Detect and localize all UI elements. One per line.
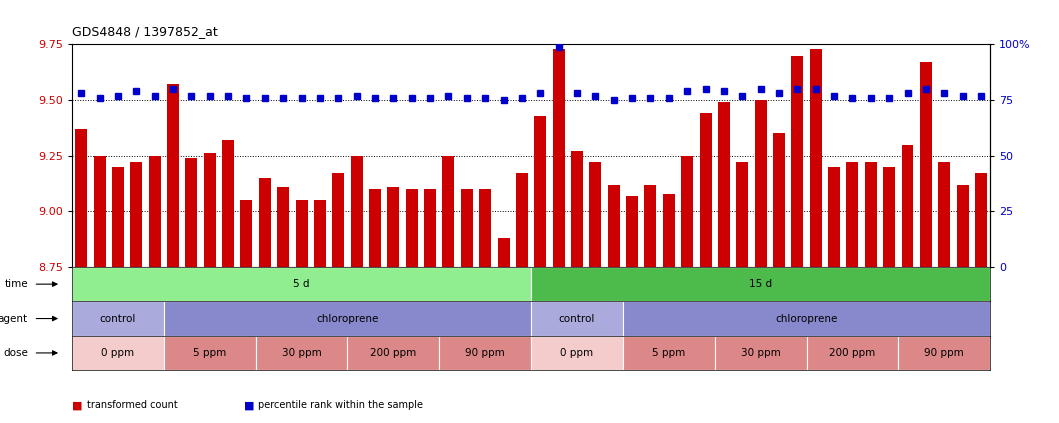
Bar (681, 156, 694, 267)
Text: control: control (559, 313, 595, 324)
Bar (571, 151, 582, 267)
Bar (901, 145, 914, 267)
Text: ■: ■ (244, 400, 254, 410)
Bar (626, 196, 639, 267)
Bar (956, 184, 969, 267)
Bar (72, 301, 164, 336)
Bar (277, 187, 289, 267)
Bar (388, 187, 399, 267)
Bar (130, 162, 142, 267)
Text: 30 ppm: 30 ppm (740, 348, 780, 358)
Bar (645, 184, 657, 267)
Bar (164, 336, 255, 370)
Bar (590, 162, 602, 267)
Bar (93, 156, 106, 267)
Bar (531, 336, 623, 370)
Bar (755, 100, 767, 267)
Text: GDS4848 / 1397852_at: GDS4848 / 1397852_at (72, 25, 218, 38)
Bar (480, 189, 491, 267)
Bar (865, 162, 877, 267)
Bar (313, 200, 326, 267)
Bar (439, 336, 532, 370)
Bar (461, 189, 472, 267)
Text: ■: ■ (72, 400, 83, 410)
Text: agent: agent (0, 313, 28, 324)
Bar (608, 184, 620, 267)
Bar (715, 336, 807, 370)
Bar (75, 129, 87, 267)
Bar (295, 200, 307, 267)
Bar (347, 336, 439, 370)
Bar (718, 102, 730, 267)
Text: 5 ppm: 5 ppm (193, 348, 227, 358)
Bar (535, 115, 546, 267)
Bar (846, 162, 859, 267)
Bar (810, 49, 822, 267)
Bar (791, 55, 804, 267)
Text: transformed count: transformed count (87, 400, 178, 410)
Bar (498, 238, 509, 267)
Bar (185, 158, 197, 267)
Text: 5 d: 5 d (293, 279, 310, 289)
Bar (663, 193, 675, 267)
Bar (828, 167, 840, 267)
Text: 5 ppm: 5 ppm (652, 348, 685, 358)
Bar (112, 167, 124, 267)
Bar (424, 189, 436, 267)
Text: 200 ppm: 200 ppm (371, 348, 416, 358)
Bar (255, 336, 347, 370)
Bar (240, 200, 252, 267)
Text: percentile rank within the sample: percentile rank within the sample (258, 400, 424, 410)
Bar (72, 267, 532, 301)
Text: 0 ppm: 0 ppm (560, 348, 593, 358)
Bar (553, 49, 564, 267)
Bar (258, 178, 271, 267)
Bar (516, 173, 527, 267)
Text: 90 ppm: 90 ppm (465, 348, 505, 358)
Bar (203, 154, 216, 267)
Bar (938, 162, 950, 267)
Text: chloroprene: chloroprene (775, 313, 838, 324)
Bar (975, 173, 987, 267)
Bar (351, 156, 362, 267)
Text: 90 ppm: 90 ppm (925, 348, 964, 358)
Bar (623, 301, 990, 336)
Bar (164, 301, 532, 336)
Bar (773, 133, 785, 267)
Text: 200 ppm: 200 ppm (829, 348, 876, 358)
Bar (700, 113, 712, 267)
Bar (148, 156, 161, 267)
Text: 0 ppm: 0 ppm (102, 348, 134, 358)
Bar (623, 336, 715, 370)
Bar (406, 189, 417, 267)
Bar (222, 140, 234, 267)
Text: 30 ppm: 30 ppm (282, 348, 322, 358)
Bar (443, 156, 454, 267)
Bar (807, 336, 898, 370)
Text: time: time (4, 279, 28, 289)
Bar (72, 336, 164, 370)
Bar (333, 173, 344, 267)
Bar (883, 167, 895, 267)
Bar (920, 62, 932, 267)
Bar (167, 85, 179, 267)
Text: chloroprene: chloroprene (317, 313, 379, 324)
Bar (531, 267, 990, 301)
Bar (531, 301, 623, 336)
Bar (369, 189, 381, 267)
Text: control: control (100, 313, 137, 324)
Bar (898, 336, 990, 370)
Bar (736, 162, 749, 267)
Text: 15 d: 15 d (749, 279, 772, 289)
Text: dose: dose (3, 348, 28, 358)
